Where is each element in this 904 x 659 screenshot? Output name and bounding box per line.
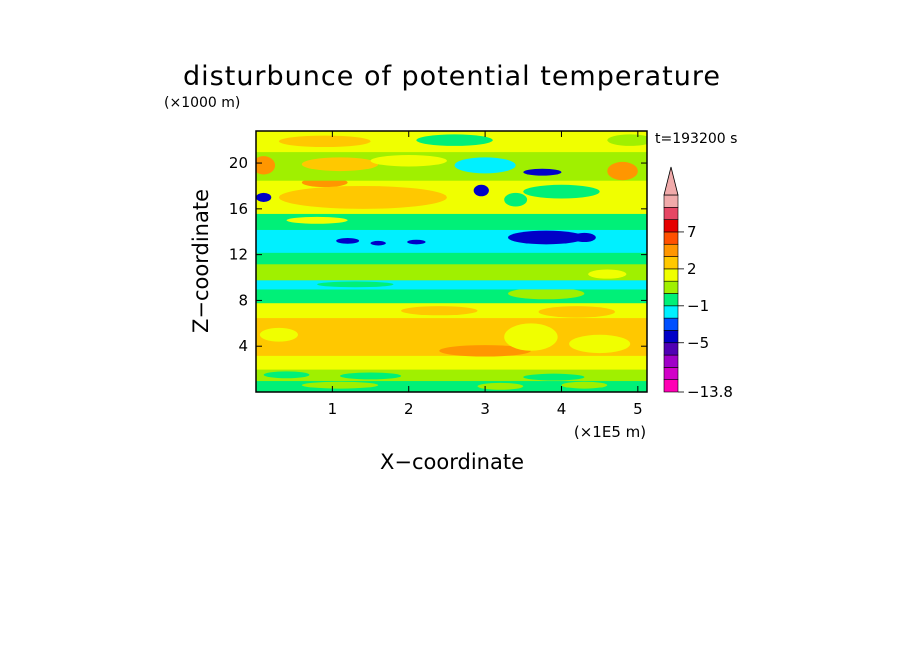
- colorbar-swatch: [663, 305, 679, 319]
- contour-patch-12-3: [454, 157, 516, 174]
- contour-band-0: [256, 380, 647, 392]
- contour-band-1: [256, 369, 647, 382]
- contour-patch-9-4: [572, 232, 596, 243]
- contour-patch-1-2: [523, 373, 585, 381]
- contour-patch-9-2: [407, 239, 426, 245]
- y-tick-label: 4: [238, 337, 248, 355]
- colorbar-swatch: [663, 342, 679, 356]
- colorbar-swatch: [663, 367, 679, 380]
- colorbar-swatch: [663, 207, 679, 220]
- colorbar-swatch: [663, 231, 679, 245]
- contour-band-6: [256, 279, 647, 290]
- contour-patch-3-0: [259, 327, 299, 342]
- colorbar-label: 2: [687, 260, 697, 278]
- colorbar-label: 7: [687, 223, 697, 241]
- colorbar-swatch: [663, 379, 679, 393]
- colorbar-swatch: [663, 268, 679, 282]
- x-unit-label: (×1E5 m): [574, 423, 646, 441]
- contour-patch-4-0: [401, 306, 478, 316]
- y-axis: 4 8 12 16 20: [229, 154, 647, 355]
- y-tick-label: 20: [229, 154, 248, 172]
- colorbar-swatch: [663, 330, 679, 344]
- contour-band-10: [256, 213, 647, 230]
- contour-patch-12-2: [370, 155, 447, 167]
- contour-patch-5-0: [508, 287, 585, 300]
- contour-patch-12-1: [301, 157, 379, 172]
- contour-patch-7-0: [588, 269, 627, 279]
- contour-patch-11-4: [504, 192, 528, 207]
- contour-patch-1-0: [263, 371, 310, 379]
- contour-patch-12-4: [607, 161, 638, 181]
- y-unit-label: (×1000 m): [164, 95, 240, 111]
- contour-band-2: [256, 355, 647, 370]
- y-tick-label: 8: [238, 291, 248, 309]
- colorbar-swatch: [663, 354, 679, 368]
- contour-patch-1-1: [340, 372, 402, 380]
- x-tick-label: 2: [404, 400, 414, 418]
- contour-patch-13-0: [278, 135, 371, 148]
- colorbar-swatch: [663, 317, 679, 331]
- contour-patch-3-2: [504, 323, 558, 351]
- contour-patch-13-1: [416, 134, 493, 146]
- contour-patch-9-1: [370, 240, 386, 246]
- colorbar-extend-arrow: [663, 166, 679, 196]
- colorbar-swatch: [663, 280, 679, 294]
- time-label: t=193200 s: [655, 131, 737, 147]
- colorbar-label: −5: [687, 334, 709, 352]
- contour-patch-9-0: [336, 238, 360, 244]
- contour-patch-12-0: [256, 156, 276, 175]
- y-tick-label: 12: [229, 246, 248, 264]
- colorbar-swatch: [663, 194, 679, 208]
- plot-frame: [255, 130, 648, 393]
- contour-band-8: [256, 252, 647, 265]
- colorbar-label: −13.8: [687, 383, 733, 401]
- contour-patch-4-1: [538, 306, 615, 318]
- chart-title: disturbunce of potential temperature: [183, 61, 721, 92]
- contour-patch-11-2: [256, 192, 272, 202]
- contour-patch-0-1: [477, 382, 524, 390]
- contour-patch-13-2: [607, 134, 647, 146]
- colorbar-swatch: [663, 293, 679, 307]
- x-axis: 1 2 3 4 5: [328, 131, 643, 418]
- x-tick-label: 4: [557, 400, 567, 418]
- contour-patch-3-3: [569, 334, 631, 354]
- contour-patch-9-3: [508, 230, 585, 245]
- contour-band-5: [256, 288, 647, 304]
- colorbar: 7 2 −1 −5 −13.8: [663, 166, 733, 401]
- colorbar-swatch: [663, 243, 679, 257]
- y-tick-label: 16: [229, 200, 248, 218]
- contour-patch-0-2: [561, 381, 608, 389]
- x-tick-label: 1: [328, 400, 338, 418]
- x-tick-label: 3: [480, 400, 490, 418]
- colorbar-label: −1: [687, 297, 709, 315]
- contour-patch-11-5: [523, 184, 600, 199]
- contour-patch-3-1: [439, 345, 531, 357]
- contour-band-7: [256, 263, 647, 281]
- y-axis-label: Z−coordinate: [189, 189, 213, 333]
- contour-patch-10-0: [286, 216, 348, 224]
- contour-patch-12-5: [523, 168, 562, 176]
- contour-patch-0-0: [301, 381, 379, 389]
- contour-field: [256, 131, 647, 392]
- x-tick-label: 5: [633, 400, 643, 418]
- contour-patch-11-3: [473, 184, 489, 197]
- colorbar-swatch: [663, 219, 679, 233]
- colorbar-swatch: [663, 256, 679, 270]
- contour-patch-11-0: [278, 185, 447, 209]
- contour-patch-6-0: [317, 281, 394, 288]
- x-axis-label: X−coordinate: [380, 450, 524, 474]
